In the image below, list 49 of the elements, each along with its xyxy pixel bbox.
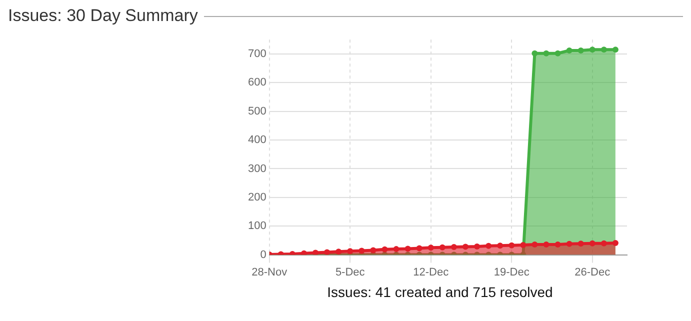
y-tick-label: 200 [248,191,266,204]
text: Issues: 30 Day Summary [8,6,198,26]
point [600,240,607,246]
x-tick-label: 19-Dec [494,266,530,278]
y-tick-label: 700 [248,48,266,60]
point [497,242,504,249]
point [600,46,607,53]
point [486,242,492,249]
y-tick-label: 300 [248,162,266,175]
point [589,240,596,246]
point [532,241,538,248]
point [428,244,434,251]
point [543,50,550,56]
point [347,248,354,254]
point [324,249,330,255]
y-tick-label: 0 [260,248,266,261]
point [566,240,572,247]
point [520,242,526,248]
y-tick-label: 600 [248,76,266,89]
point [393,246,400,252]
y-tick-label: 500 [248,105,266,118]
point [404,246,411,252]
x-tick-label: 26-Dec [574,266,611,278]
point [566,48,572,54]
point [543,241,550,248]
x-tick-label: 12-Dec [413,266,450,278]
point [578,48,584,54]
point [474,243,480,250]
point [612,240,618,246]
x-tick-label: 28-Nov [252,266,288,278]
point [336,248,342,255]
point [382,246,388,252]
y-tick-label: 400 [248,134,266,146]
point [612,46,618,53]
point [554,241,561,248]
point [589,46,596,53]
point [450,244,457,250]
x-tick-label: 5-Dec [335,266,366,278]
point [508,242,515,248]
point [416,245,422,252]
point [439,244,446,250]
text: Issues: 41 created and 715 resolved [326,284,554,300]
point [532,50,538,56]
point [578,240,584,247]
point [370,247,376,254]
point [358,248,365,254]
y-tick-label: 100 [248,220,266,232]
point [462,244,468,250]
point [554,50,561,56]
